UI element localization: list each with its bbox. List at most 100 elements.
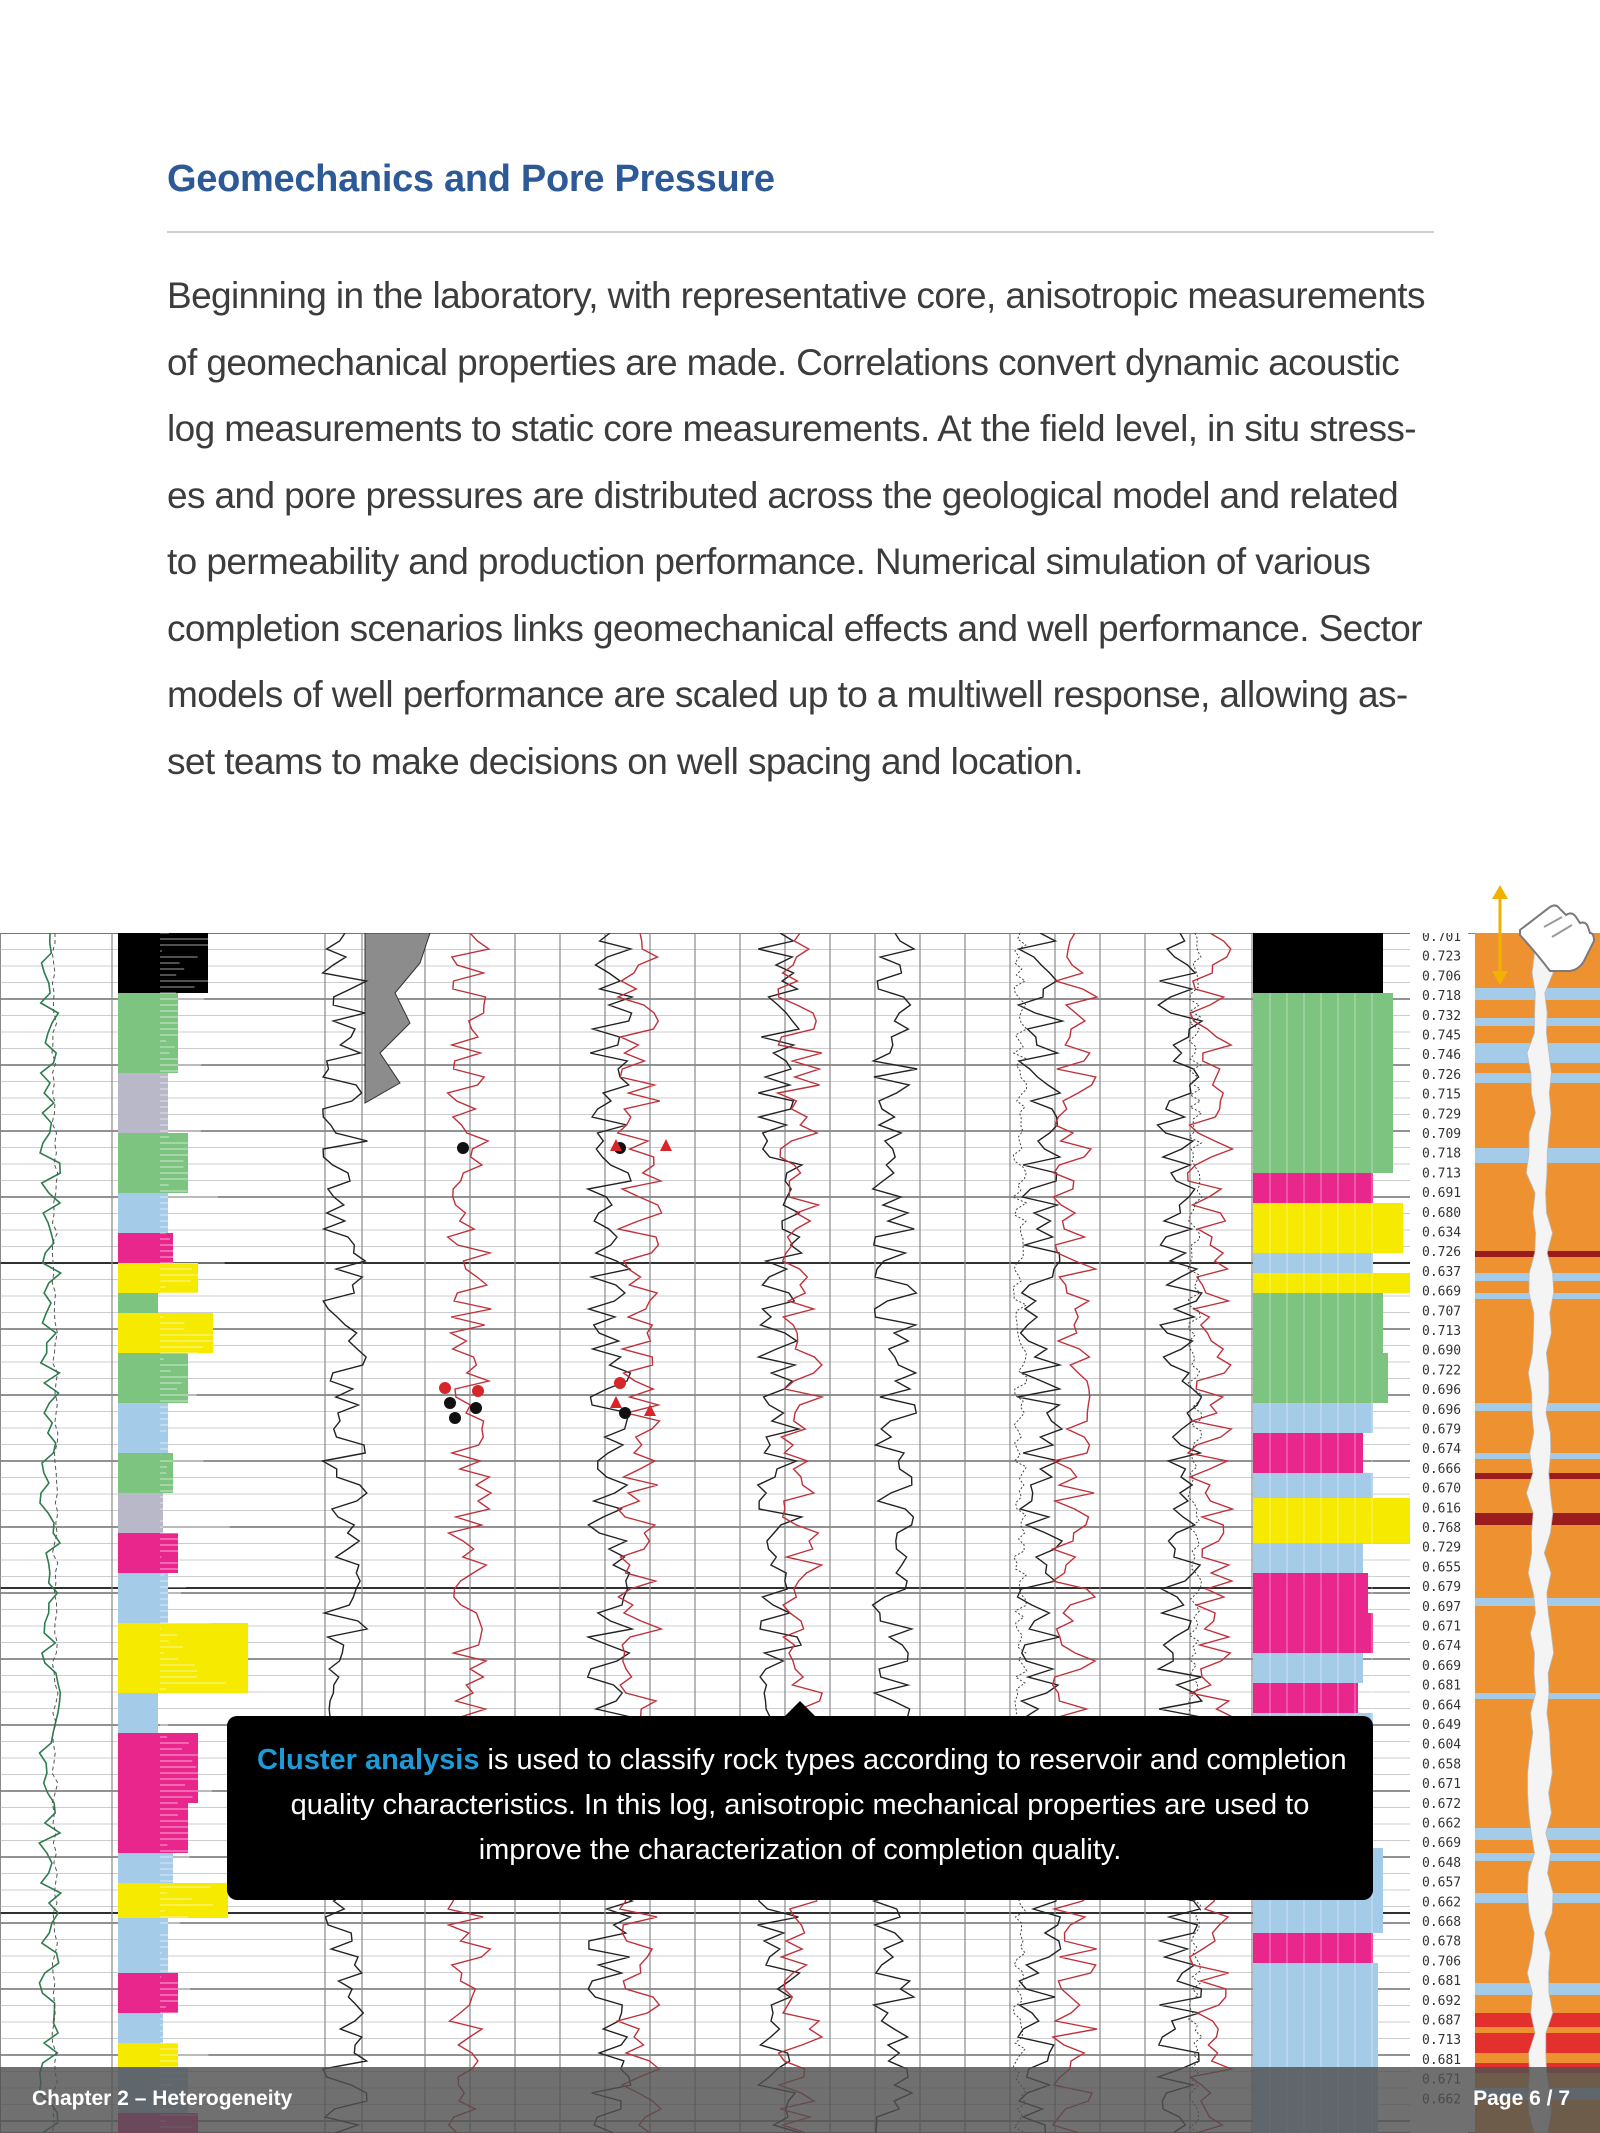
depth-label: 0.657 [1422,1876,1461,1891]
log-curve [320,933,369,2133]
facies-band-right [1253,1653,1363,1683]
body-line: models of well performance are scaled up… [167,674,1408,715]
depth-label: 0.722 [1422,1363,1461,1378]
facies-band [118,1973,178,2013]
depth-label: 0.696 [1422,1383,1461,1398]
depth-label: 0.680 [1422,1206,1461,1221]
cluster-analysis-highlight[interactable]: Cluster analysis [257,1744,480,1776]
facies-band-right [1253,1473,1373,1498]
facies-band [118,1883,228,1918]
facies-band-right [1253,1573,1368,1613]
depth-label: 0.697 [1422,1600,1461,1615]
depth-label: 0.655 [1422,1560,1461,1575]
data-point-marker [660,1139,672,1151]
well-log-image[interactable]: 0.701 0.723 0.706 0.718 0.732 0.745 0.746 0.726… [0,933,1600,2133]
depth-label: 0.669 [1422,1285,1461,1300]
depth-label: 0.729 [1422,1541,1461,1556]
callout-text: is used to classify rock types according… [479,1744,1347,1776]
depth-label: 0.670 [1422,1482,1461,1497]
log-curve [1050,933,1100,2133]
data-point-marker [457,1142,469,1154]
depth-label: 0.701 [1422,933,1461,945]
depth-label: 0.671 [1422,1620,1461,1635]
data-point-marker [610,1139,622,1151]
depth-label: 0.713 [1422,1166,1461,1181]
depth-label: 0.648 [1422,1856,1461,1871]
facies-band [118,1403,168,1453]
data-point-marker [610,1396,622,1408]
facies-band [118,1573,168,1623]
facies-band [118,1313,213,1353]
facies-band-right [1253,933,1383,993]
depth-label: 0.679 [1422,1580,1461,1595]
facies-band-right [1253,1293,1383,1353]
facies-band-right [1253,993,1393,1173]
depth-label: 0.687 [1422,2014,1461,2029]
depth-label: 0.691 [1422,1186,1461,1201]
dotted-curve [1012,933,1028,2133]
depth-label: 0.662 [1422,1817,1461,1832]
depth-label: 0.745 [1422,1029,1461,1044]
facies-band-right [1253,1253,1373,1273]
body-line: Beginning in the laboratory, with repres… [167,275,1425,316]
depth-label: 0.692 [1422,1994,1461,2009]
facies-band [118,2013,163,2043]
data-point-marker [472,1385,484,1397]
depth-label: 0.746 [1422,1048,1461,1063]
body-paragraph: Beginning in the laboratory, with repres… [167,263,1442,795]
depth-label: 0.718 [1422,1147,1461,1162]
depth-label: 0.715 [1422,1088,1461,1103]
depth-label: 0.672 [1422,1797,1461,1812]
depth-label: 0.678 [1422,1935,1461,1950]
data-point-marker [644,1404,656,1416]
log-curve [756,933,805,2133]
swipe-hand-icon[interactable] [1480,885,1600,985]
depth-label: 0.637 [1422,1265,1461,1280]
depth-label: 0.713 [1422,2033,1461,2048]
body-line: completion scenarios links geomechanical… [167,607,1423,649]
facies-band-right [1253,1683,1358,1713]
body-line: es and pore pressures are distributed ac… [167,474,1399,516]
log-curve [446,933,493,2133]
depth-label: 0.662 [1422,1895,1461,1910]
body-line: log measurements to static core measurem… [167,408,1417,449]
facies-band [118,1293,158,1313]
depth-label: 0.671 [1422,1777,1461,1792]
depth-label: 0.674 [1422,1442,1461,1457]
depth-column [1410,933,1468,2133]
log-curve [1155,933,1204,2133]
depth-label: 0.707 [1422,1304,1461,1319]
depth-label: 0.649 [1422,1718,1461,1733]
data-point-marker [439,1382,451,1394]
cluster-analysis-callout: Cluster analysis is used to classify roc… [227,1716,1373,1900]
facies-band-right [1253,1543,1363,1573]
depth-label: 0.681 [1422,2053,1461,2068]
facies-band-right [1253,1353,1388,1403]
gamma-ray-curve [37,933,63,2133]
depth-label: 0.726 [1422,1068,1461,1083]
log-curve [1186,933,1235,2133]
depth-label: 0.674 [1422,1639,1461,1654]
depth-label: 0.681 [1422,1679,1461,1694]
facies-band-right [1253,1173,1373,1203]
facies-band [118,1073,168,1133]
borehole-profile [1525,933,1555,2133]
log-curve [615,933,665,2133]
facies-band [118,1533,178,1573]
title-divider [167,231,1434,233]
facies-band-right [1253,1203,1403,1253]
callout-pointer [784,1701,816,1717]
depth-label: 0.726 [1422,1245,1461,1260]
facies-band [118,1263,198,1293]
facies-band-right [1253,1403,1373,1433]
depth-label: 0.723 [1422,950,1461,965]
body-line: set teams to make decisions on well spac… [167,740,1084,782]
depth-label: 0.690 [1422,1344,1461,1359]
depth-label: 0.706 [1422,969,1461,984]
data-point-marker [444,1397,456,1409]
depth-label: 0.658 [1422,1757,1461,1772]
facies-band-right [1253,1613,1373,1653]
depth-label: 0.669 [1422,1659,1461,1674]
chapter-label[interactable]: Chapter 2 – Heterogeneity [32,2087,293,2110]
depth-label: 0.706 [1422,1954,1461,1969]
